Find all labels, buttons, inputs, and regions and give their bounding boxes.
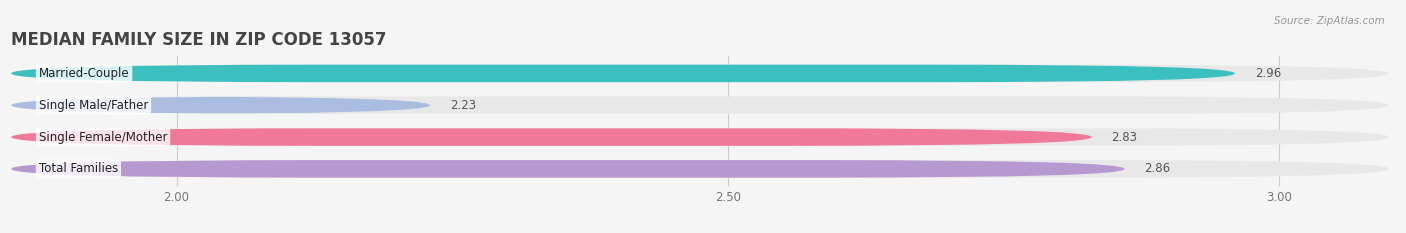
Text: 2.96: 2.96	[1254, 67, 1281, 80]
Text: 2.23: 2.23	[450, 99, 477, 112]
Text: 2.86: 2.86	[1144, 162, 1171, 175]
FancyBboxPatch shape	[11, 65, 1234, 82]
FancyBboxPatch shape	[11, 65, 1389, 82]
Text: MEDIAN FAMILY SIZE IN ZIP CODE 13057: MEDIAN FAMILY SIZE IN ZIP CODE 13057	[11, 31, 387, 49]
Text: Source: ZipAtlas.com: Source: ZipAtlas.com	[1274, 16, 1385, 26]
Text: Single Male/Father: Single Male/Father	[39, 99, 148, 112]
Text: Married-Couple: Married-Couple	[39, 67, 129, 80]
Text: Total Families: Total Families	[39, 162, 118, 175]
Text: Single Female/Mother: Single Female/Mother	[39, 130, 167, 144]
FancyBboxPatch shape	[11, 96, 1389, 114]
FancyBboxPatch shape	[11, 96, 430, 114]
FancyBboxPatch shape	[11, 128, 1389, 146]
FancyBboxPatch shape	[11, 128, 1091, 146]
FancyBboxPatch shape	[11, 160, 1125, 178]
Text: 2.83: 2.83	[1111, 130, 1137, 144]
FancyBboxPatch shape	[11, 160, 1389, 178]
